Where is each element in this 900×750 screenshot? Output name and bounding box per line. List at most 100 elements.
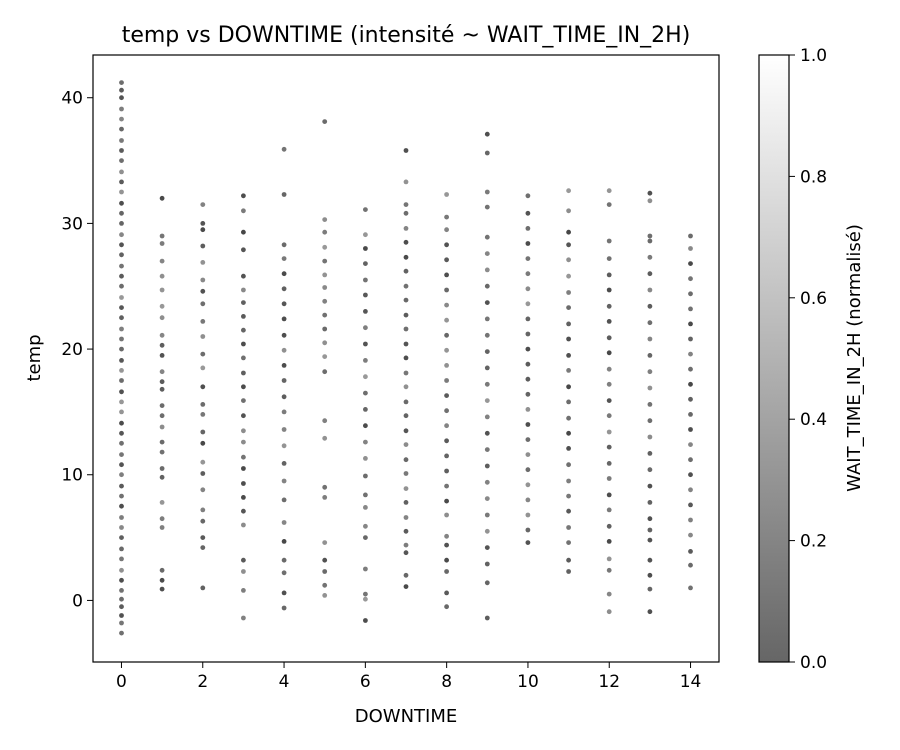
- data-point: [688, 366, 693, 372]
- data-point: [159, 233, 165, 239]
- x-tick-label: 14: [680, 672, 702, 692]
- colorbar-tick-label: 0.2: [800, 532, 827, 552]
- data-point: [159, 449, 165, 455]
- x-tick-label: 12: [598, 672, 620, 692]
- data-point: [241, 428, 246, 434]
- data-point: [566, 446, 571, 451]
- data-point: [363, 277, 368, 283]
- data-point: [281, 539, 287, 544]
- data-point: [200, 459, 206, 465]
- data-point: [241, 466, 246, 471]
- colorbar-tick-label: 1.0: [800, 46, 827, 66]
- data-point: [525, 271, 531, 277]
- data-point: [119, 409, 124, 415]
- data-point: [566, 525, 571, 530]
- data-point: [484, 615, 490, 621]
- data-point: [647, 369, 653, 375]
- data-point: [159, 303, 165, 309]
- data-point: [403, 528, 409, 534]
- data-point: [606, 350, 612, 356]
- data-point: [647, 198, 653, 204]
- data-point: [241, 439, 246, 445]
- data-point: [119, 503, 124, 509]
- data-point: [119, 604, 124, 610]
- data-point: [444, 438, 449, 444]
- data-point: [566, 384, 571, 390]
- data-point: [566, 208, 571, 214]
- data-point: [200, 518, 206, 524]
- data-point: [200, 412, 206, 417]
- data-point: [159, 287, 165, 293]
- data-point: [484, 332, 490, 338]
- data-point: [403, 268, 409, 274]
- data-point: [484, 267, 490, 273]
- data-point: [363, 292, 368, 298]
- data-point: [647, 572, 653, 578]
- data-point: [322, 484, 328, 490]
- data-point: [403, 239, 409, 245]
- data-point: [159, 586, 165, 592]
- data-point: [484, 251, 490, 256]
- data-point: [281, 286, 287, 292]
- data-point: [200, 288, 206, 294]
- x-tick-label: 4: [279, 672, 290, 692]
- plot-frame: [92, 54, 720, 663]
- data-point: [363, 618, 368, 623]
- data-point: [241, 370, 246, 376]
- data-point: [322, 272, 328, 278]
- data-point: [688, 427, 693, 432]
- data-point: [606, 476, 612, 481]
- data-point: [322, 495, 328, 500]
- data-point: [322, 340, 328, 346]
- data-point: [200, 260, 206, 265]
- data-point: [119, 368, 124, 373]
- data-point: [688, 517, 693, 523]
- colorbar-label: WAIT_TIME_IN_2H (normalisé): [844, 224, 865, 492]
- data-point: [241, 341, 246, 347]
- data-point: [566, 321, 571, 327]
- data-point: [119, 515, 124, 520]
- data-point: [525, 241, 531, 246]
- data-point: [566, 257, 571, 263]
- data-point: [159, 386, 165, 392]
- data-point: [444, 483, 449, 489]
- data-point: [444, 287, 449, 293]
- data-point: [688, 487, 693, 493]
- data-point: [484, 300, 490, 305]
- data-point: [281, 557, 287, 563]
- data-point: [363, 505, 368, 510]
- y-axis-ticks: 0 10 20 30 40: [61, 89, 93, 611]
- data-point: [159, 379, 165, 385]
- data-point: [363, 456, 368, 461]
- data-point: [606, 429, 612, 435]
- data-point: [241, 495, 246, 500]
- data-point: [200, 319, 206, 324]
- data-point: [688, 336, 693, 342]
- data-point: [566, 508, 571, 514]
- data-point: [119, 252, 124, 258]
- data-point: [200, 221, 206, 226]
- data-point: [119, 116, 124, 122]
- data-point: [688, 276, 693, 282]
- data-point: [403, 471, 409, 476]
- data-point: [403, 148, 409, 153]
- data-point: [119, 210, 124, 216]
- data-point: [606, 272, 612, 278]
- data-point: [159, 258, 165, 264]
- data-point: [119, 242, 124, 248]
- data-point: [403, 584, 409, 589]
- data-point: [241, 615, 246, 621]
- data-point: [322, 119, 328, 124]
- data-point: [484, 447, 490, 452]
- data-point: [525, 527, 531, 533]
- data-point: [159, 315, 165, 321]
- data-point: [647, 233, 653, 239]
- data-point: [403, 515, 409, 520]
- data-point: [363, 523, 368, 529]
- data-point: [200, 507, 206, 513]
- data-point: [688, 532, 693, 538]
- data-point: [322, 369, 328, 375]
- data-point: [484, 283, 490, 289]
- data-point: [403, 326, 409, 332]
- data-point: [200, 301, 206, 307]
